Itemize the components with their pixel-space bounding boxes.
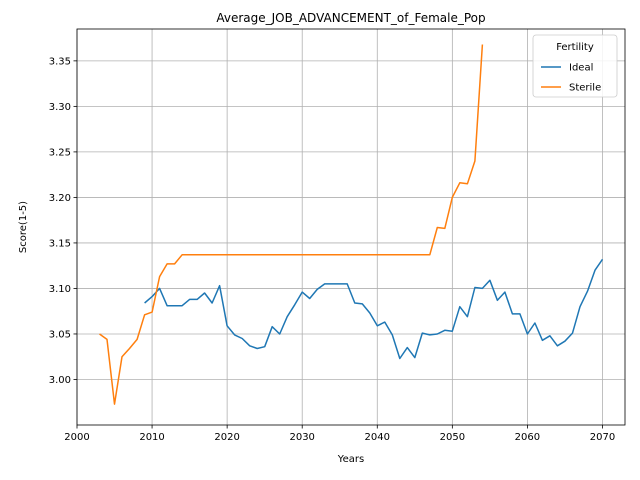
y-tick-label: 3.15 xyxy=(49,238,71,249)
y-tick-label: 3.35 xyxy=(49,56,71,67)
x-tick-label: 2060 xyxy=(515,432,540,443)
x-axis-ticks: 2000 2010 2020 2030 2040 2050 2060 2070 xyxy=(64,425,615,443)
legend-label-ideal: Ideal xyxy=(569,63,593,74)
legend: Fertility Ideal Sterile xyxy=(532,34,618,98)
chart-title: Average_JOB_ADVANCEMENT_of_Female_Pop xyxy=(216,11,485,25)
x-tick-label: 2000 xyxy=(64,432,89,443)
y-tick-label: 3.10 xyxy=(49,284,71,295)
y-tick-label: 3.25 xyxy=(49,147,71,158)
y-tick-label: 3.20 xyxy=(49,193,71,204)
y-axis-label: Score(1-5) xyxy=(18,201,29,253)
x-tick-label: 2070 xyxy=(590,432,615,443)
y-axis-ticks: 3.00 3.05 3.10 3.15 3.20 3.25 3.30 3.35 xyxy=(49,56,77,386)
series-line-ideal xyxy=(144,258,604,360)
x-tick-label: 2050 xyxy=(440,432,465,443)
legend-title: Fertility xyxy=(556,42,594,53)
x-tick-label: 2010 xyxy=(139,432,164,443)
grid xyxy=(76,29,625,425)
plot-frame xyxy=(76,28,626,426)
y-tick-label: 3.05 xyxy=(49,329,71,340)
x-tick-label: 2020 xyxy=(214,432,239,443)
y-tick-label: 3.00 xyxy=(49,375,71,386)
legend-label-sterile: Sterile xyxy=(569,83,601,94)
legend-box xyxy=(532,34,618,98)
x-axis-label: Years xyxy=(337,454,364,465)
x-tick-label: 2040 xyxy=(365,432,390,443)
y-tick-label: 3.30 xyxy=(49,102,71,113)
series-line-sterile xyxy=(99,44,484,405)
series-lines xyxy=(99,44,604,405)
x-tick-label: 2030 xyxy=(289,432,314,443)
